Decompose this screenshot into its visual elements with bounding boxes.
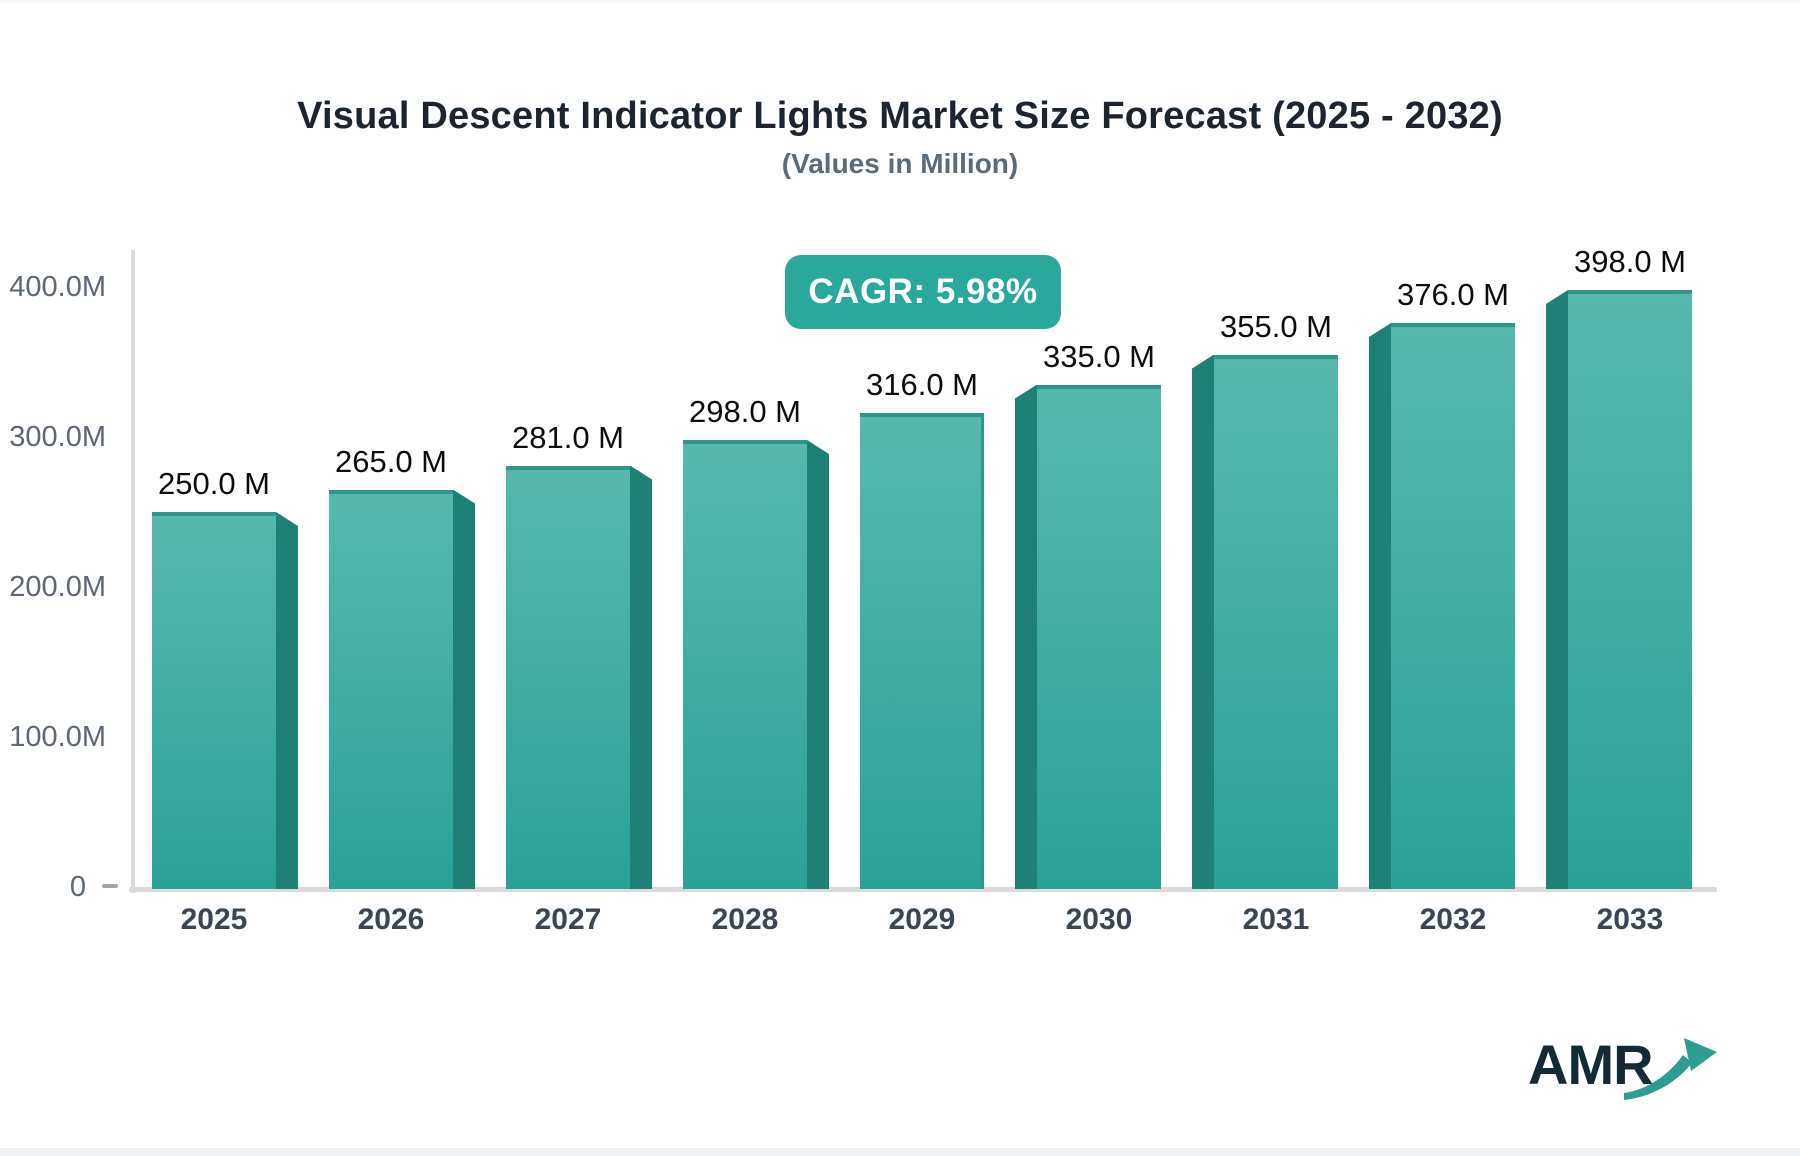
x-axis-label-2029: 2029 — [888, 903, 956, 936]
chart-subtitle: (Values in Million) — [781, 148, 1019, 179]
bar-3d-side — [276, 512, 298, 889]
y-axis-tick-label: 0 — [69, 871, 86, 903]
growth-arrow-icon — [1624, 1038, 1720, 1109]
x-axis-label-2025: 2025 — [180, 903, 248, 936]
x-axis-label-2033: 2033 — [1596, 903, 1664, 936]
x-axis-label-2032: 2032 — [1419, 903, 1487, 936]
bar-value-label: 265.0 M — [334, 443, 447, 479]
y-axis-tick-label: 300.0M — [9, 421, 106, 453]
bar-value-label: 398.0 M — [1573, 244, 1686, 279]
amr-logo-text: AMR — [1528, 1033, 1654, 1096]
x-axis-label-2026: 2026 — [357, 903, 425, 936]
x-axis-label-2028: 2028 — [711, 903, 779, 936]
bar-3d-side — [453, 489, 475, 889]
bar-value-label: 281.0 M — [511, 419, 624, 455]
top-edge-strip — [0, 0, 1800, 3]
bar-value-label: 335.0 M — [1042, 338, 1155, 374]
bar-2029 — [860, 413, 984, 889]
bar-2027 — [506, 465, 630, 889]
amr-logo: AMR — [1528, 1032, 1748, 1112]
cagr-badge-label: CAGR: 5.98% — [808, 272, 1038, 311]
x-axis-label-2027: 2027 — [534, 903, 602, 936]
y-axis-tick-label: 100.0M — [9, 721, 106, 753]
bar-2026 — [329, 489, 453, 889]
bar-2032 — [1391, 323, 1515, 889]
x-axis-line — [129, 887, 1717, 892]
bar-2028 — [683, 440, 807, 889]
bar-2033 — [1568, 290, 1692, 889]
bar-value-label: 298.0 M — [688, 394, 801, 429]
bar-3d-side — [1015, 384, 1037, 889]
bar-3d-side — [1546, 290, 1568, 889]
bar-value-label: 376.0 M — [1396, 277, 1509, 312]
y-axis-line — [131, 250, 135, 893]
x-axis-label-2030: 2030 — [1065, 903, 1133, 936]
bar-value-label: 250.0 M — [157, 466, 270, 501]
bar-3d-side — [1369, 323, 1391, 889]
chart-title: Visual Descent Indicator Lights Market S… — [297, 95, 1503, 137]
y-axis-tick-label: 200.0M — [9, 571, 106, 603]
bar-3d-side — [630, 465, 652, 889]
zero-tick-mark — [102, 884, 118, 888]
bar-value-label: 355.0 M — [1219, 308, 1332, 344]
cagr-badge: CAGR: 5.98% — [785, 255, 1061, 329]
bar-2025 — [152, 512, 276, 889]
bar-2031 — [1214, 354, 1338, 889]
bar-value-label: 316.0 M — [865, 367, 978, 402]
bar-2030 — [1037, 384, 1161, 889]
bottom-edge-strip — [0, 1148, 1800, 1156]
y-axis-tick-label: 400.0M — [9, 271, 106, 303]
x-axis-label-2031: 2031 — [1242, 903, 1310, 936]
bar-3d-side — [1192, 354, 1214, 889]
bar-3d-side — [807, 440, 829, 889]
